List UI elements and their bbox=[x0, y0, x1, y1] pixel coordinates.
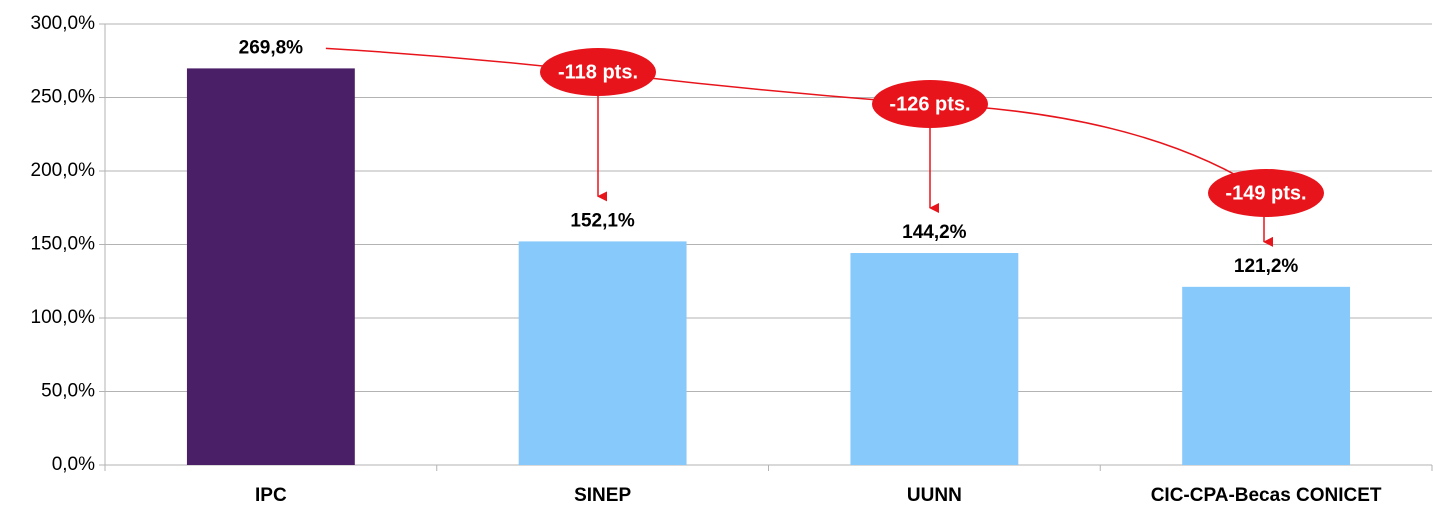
value-label: 152,1% bbox=[570, 210, 635, 231]
bar bbox=[850, 253, 1019, 465]
y-tick-label: 300,0% bbox=[31, 13, 96, 34]
value-label: 144,2% bbox=[902, 222, 967, 243]
y-tick-label: 100,0% bbox=[31, 307, 96, 328]
y-tick-label: 0,0% bbox=[52, 454, 95, 475]
annotation-bubble bbox=[1208, 169, 1324, 217]
y-tick-label: 150,0% bbox=[31, 234, 96, 255]
x-tick-label: SINEP bbox=[574, 485, 631, 505]
y-tick-label: 200,0% bbox=[31, 160, 96, 181]
bar bbox=[1182, 286, 1351, 465]
annotation-label: -126 pts. bbox=[889, 93, 970, 115]
annotation-bubble bbox=[540, 48, 656, 96]
y-tick-label: 50,0% bbox=[41, 381, 95, 402]
annotation-curve bbox=[325, 47, 1267, 194]
x-tick-label: UUNN bbox=[907, 485, 962, 505]
annotation-label: -118 pts. bbox=[558, 61, 638, 83]
bar bbox=[518, 241, 687, 465]
value-label: 269,8% bbox=[239, 37, 304, 58]
x-tick-label: IPC bbox=[255, 485, 287, 505]
annotation-bubble bbox=[872, 80, 988, 128]
y-tick-label: 250,0% bbox=[31, 87, 96, 108]
x-tick-label: CIC-CPA-Becas CONICET bbox=[1151, 485, 1382, 505]
value-label: 121,2% bbox=[1234, 256, 1299, 277]
annotation-label: -149 pts. bbox=[1225, 182, 1306, 204]
bar bbox=[186, 68, 355, 466]
